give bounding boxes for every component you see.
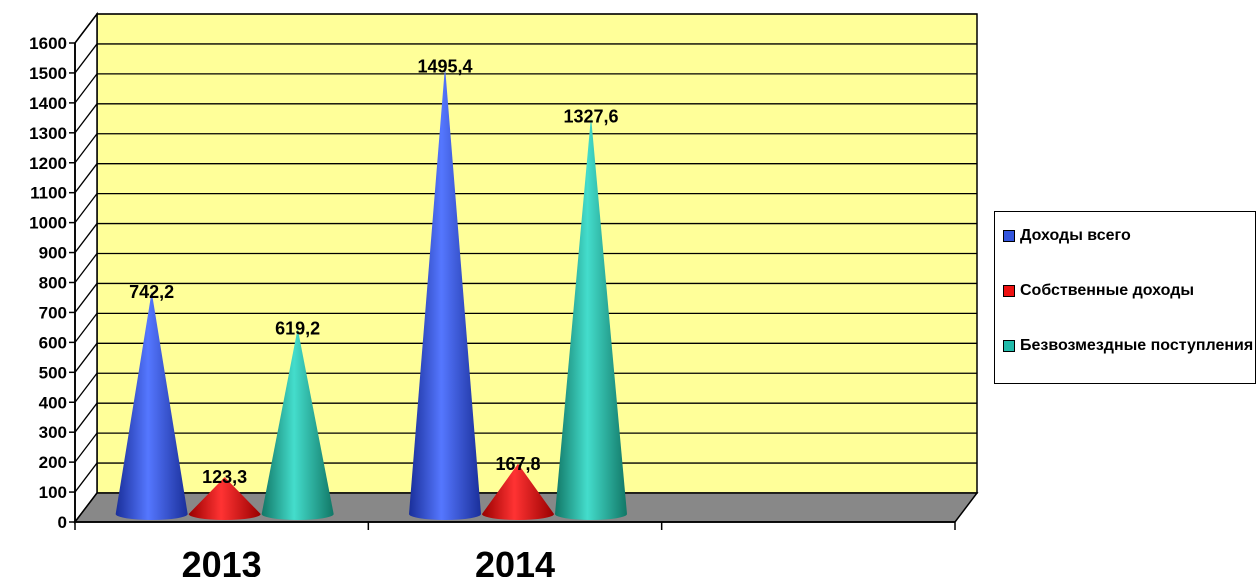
y-tick-label: 1500 xyxy=(29,64,67,83)
data-label: 1495,4 xyxy=(417,56,472,76)
gridline-side xyxy=(74,223,98,253)
y-tick-label: 1400 xyxy=(29,94,67,113)
y-tick-label: 600 xyxy=(39,333,67,352)
gridline-side xyxy=(74,73,98,104)
gridline-side xyxy=(74,13,98,44)
gridline-side xyxy=(74,43,98,74)
data-label: 167,8 xyxy=(495,454,540,474)
y-tick-label: 500 xyxy=(39,363,67,382)
gridline-side xyxy=(74,163,98,194)
y-tick-label: 900 xyxy=(39,244,67,263)
gridline-side xyxy=(74,372,98,403)
legend: Доходы всего Собственные доходы Безвозме… xyxy=(994,211,1256,384)
cone-1-2013 xyxy=(188,477,261,520)
legend-label-2: Безвозмездные поступления xyxy=(1020,337,1254,354)
cone-2-2013 xyxy=(261,328,334,520)
cone-1-2014 xyxy=(482,463,554,520)
y-tick-label: 800 xyxy=(39,274,67,293)
data-label: 123,3 xyxy=(202,467,247,487)
cone-2-2014 xyxy=(555,116,627,520)
gridline-side xyxy=(74,342,98,373)
data-label: 742,2 xyxy=(129,282,174,302)
gridline-side xyxy=(74,253,98,283)
cone-0-2014 xyxy=(409,66,481,520)
legend-swatch-1 xyxy=(1003,285,1015,297)
y-tick-label: 1000 xyxy=(29,214,67,233)
legend-swatch-0 xyxy=(1003,230,1015,242)
legend-label-0: Доходы всего xyxy=(1020,227,1131,244)
gridline-side xyxy=(74,103,98,134)
legend-item-2: Безвозмездные поступления xyxy=(1003,336,1255,355)
legend-swatch-2 xyxy=(1003,340,1015,352)
data-label: 619,2 xyxy=(275,319,320,339)
y-tick-label: 200 xyxy=(39,453,67,472)
y-tick-label: 0 xyxy=(58,513,67,532)
gridline-side xyxy=(74,133,98,164)
legend-label-1: Собственные доходы xyxy=(1020,282,1195,299)
y-tick-label: 700 xyxy=(39,303,67,322)
y-tick-label: 100 xyxy=(39,483,67,502)
gridline-side xyxy=(74,283,98,313)
gridline-side xyxy=(74,193,98,224)
cone-0-2013 xyxy=(115,291,188,520)
y-tick-label: 400 xyxy=(39,393,67,412)
y-tick-label: 1200 xyxy=(29,154,67,173)
legend-item-1: Собственные доходы xyxy=(1003,281,1255,300)
gridline-side xyxy=(74,402,98,433)
y-tick-label: 1100 xyxy=(30,184,67,203)
y-tick-label: 1600 xyxy=(29,34,67,53)
legend-item-0: Доходы всего xyxy=(1003,226,1255,245)
x-tick-label: 2014 xyxy=(475,544,555,577)
x-tick-label: 2013 xyxy=(182,544,262,577)
y-tick-label: 1300 xyxy=(29,124,67,143)
y-tick-label: 300 xyxy=(39,423,67,442)
gridline-side xyxy=(74,432,98,463)
gridline-side xyxy=(74,312,98,343)
data-label: 1327,6 xyxy=(563,107,618,127)
gridline-side xyxy=(74,462,98,493)
